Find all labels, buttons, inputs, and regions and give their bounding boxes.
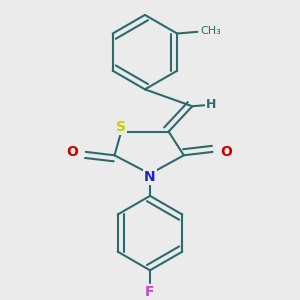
Text: CH₃: CH₃ [200,26,221,36]
Text: F: F [145,285,155,299]
Text: O: O [220,145,232,159]
Text: H: H [206,98,216,111]
Text: O: O [66,145,78,159]
Text: S: S [116,119,126,134]
Text: N: N [144,169,156,184]
